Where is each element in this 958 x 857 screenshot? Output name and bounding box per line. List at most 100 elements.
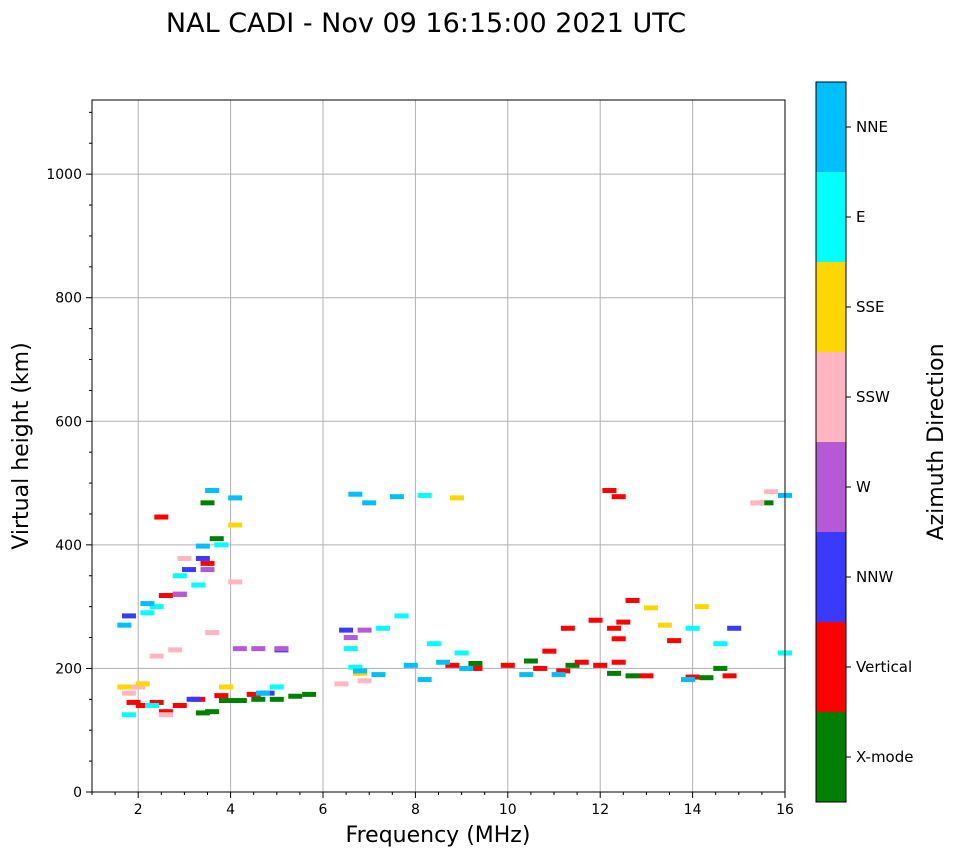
data-point [644, 605, 659, 611]
data-point [533, 665, 548, 671]
data-point [551, 672, 566, 678]
data-point [121, 690, 136, 696]
data-point [519, 672, 534, 678]
data-point [205, 487, 220, 493]
data-point [172, 573, 187, 579]
data-point [288, 693, 303, 699]
data-point [376, 625, 391, 631]
colorbar-tick-label: E [856, 208, 865, 226]
colorbar-segment [816, 622, 846, 712]
data-point [607, 625, 622, 631]
data-point [357, 627, 372, 633]
data-point [200, 500, 215, 506]
data-point [228, 495, 243, 501]
data-point [343, 646, 358, 652]
data-point [593, 662, 608, 668]
colorbar-tick-label: SSE [856, 298, 885, 316]
data-point [667, 638, 682, 644]
data-point [121, 712, 136, 718]
data-point [218, 698, 233, 704]
colorbar-segment [816, 442, 846, 532]
colorbar-segment [816, 352, 846, 442]
y-tick-label: 0 [73, 785, 82, 801]
data-point [417, 677, 432, 683]
data-point [121, 613, 136, 619]
y-axis: 0 200 400 600 800 1000 [46, 111, 92, 801]
data-point [454, 650, 469, 656]
data-point [339, 627, 354, 633]
data-point [214, 542, 229, 548]
data-point [158, 712, 173, 718]
data-point [246, 691, 261, 697]
x-tick-label: 2 [134, 802, 143, 818]
data-point [126, 699, 141, 705]
colorbar: X-mode Vertical NNW W SSW SSE E NNE [815, 81, 913, 803]
data-point [685, 625, 700, 631]
data-point [172, 703, 187, 708]
data-point [135, 681, 150, 687]
x-axis: 2 4 6 8 10 12 14 16 [91, 792, 794, 818]
data-point [334, 681, 349, 687]
data-point [232, 646, 247, 652]
data-point [417, 492, 432, 498]
data-point [371, 672, 386, 678]
data-point [362, 500, 377, 506]
data-point [468, 660, 483, 666]
data-point [574, 659, 589, 665]
data-point [182, 567, 197, 573]
data-point [445, 662, 460, 668]
data-point [352, 668, 367, 674]
data-point [154, 514, 169, 520]
data-point [611, 659, 626, 665]
data-point [394, 613, 409, 619]
x-tick-label: 14 [684, 802, 702, 818]
colorbar-tick-label: Vertical [856, 658, 912, 676]
data-point [459, 665, 474, 671]
x-tick-label: 4 [226, 802, 235, 818]
data-point [232, 698, 247, 704]
data-point [140, 610, 155, 616]
data-point [699, 675, 714, 681]
colorbar-tick-label: NNE [856, 118, 888, 136]
data-point [172, 591, 187, 597]
data-point [200, 567, 215, 573]
data-point [205, 709, 220, 715]
data-point [588, 617, 603, 623]
data-point [713, 665, 728, 671]
data-point [135, 703, 150, 708]
data-point [468, 665, 483, 671]
colorbar-segment [816, 172, 846, 262]
data-point [343, 635, 358, 641]
data-point [542, 648, 557, 654]
data-point [611, 636, 626, 642]
data-point [145, 703, 160, 708]
x-tick-label: 6 [319, 802, 328, 818]
data-point [348, 491, 363, 497]
y-tick-label: 400 [55, 538, 82, 554]
x-tick-label: 10 [499, 802, 517, 818]
colorbar-tick-label: SSW [856, 388, 890, 406]
data-point [255, 690, 270, 696]
data-point [722, 673, 737, 679]
data-point [205, 630, 220, 636]
data-point [523, 658, 538, 664]
data-point [436, 659, 451, 665]
data-point [195, 555, 210, 561]
colorbar-border [815, 81, 847, 803]
data-point [200, 560, 215, 566]
data-point [500, 662, 515, 668]
data-point [616, 619, 631, 625]
colorbar-segment [816, 82, 846, 172]
data-point [611, 494, 626, 500]
y-tick-label: 200 [55, 661, 82, 677]
data-point [759, 500, 774, 506]
data-point [639, 673, 654, 679]
data-point [209, 536, 224, 542]
data-point [713, 641, 728, 647]
data-marks [117, 487, 792, 718]
data-point [117, 684, 132, 690]
data-point [269, 684, 284, 690]
plot-area [92, 100, 785, 792]
colorbar-tick-label: NNW [856, 568, 893, 586]
